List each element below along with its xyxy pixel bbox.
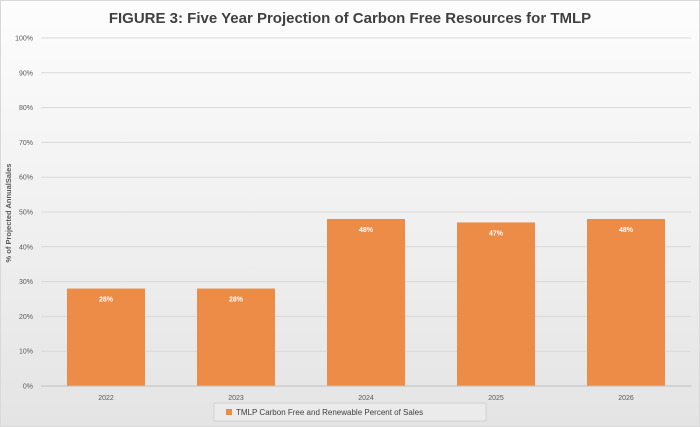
bar (327, 218, 405, 386)
x-tick-label: 2024 (358, 395, 374, 402)
legend-swatch (226, 409, 232, 415)
legend-label: TMLP Carbon Free and Renewable Percent o… (236, 408, 423, 417)
x-tick-label: 2025 (488, 395, 504, 402)
y-tick-label: 70% (19, 140, 33, 147)
y-axis-ticks: 0% 10% 20% 30% 40% 50% 60% 70% 80% 90% 100% (15, 36, 33, 391)
data-label: 28% (229, 297, 244, 304)
legend-box (213, 402, 487, 422)
x-tick-label: 2026 (618, 395, 634, 402)
bar (197, 288, 275, 386)
y-tick-label: 80% (19, 105, 33, 112)
y-tick-label: 50% (19, 210, 33, 217)
data-label: 48% (619, 227, 634, 234)
x-tick-label: 2022 (98, 395, 114, 402)
chart-title: FIGURE 3: Five Year Projection of Carbon… (109, 10, 591, 27)
bar (67, 288, 145, 386)
gridlines (41, 37, 691, 352)
y-axis-label: % of Projected AnnualSales (4, 164, 13, 263)
bar (587, 218, 665, 386)
bars (67, 218, 665, 386)
data-label: 28% (99, 297, 114, 304)
y-tick-label: 90% (19, 70, 33, 77)
data-label: 48% (359, 227, 374, 234)
legend: TMLP Carbon Free and Renewable Percent o… (213, 402, 487, 422)
y-tick-label: 30% (19, 279, 33, 286)
data-label: 47% (489, 230, 504, 237)
y-tick-label: 20% (19, 314, 33, 321)
y-tick-label: 40% (19, 244, 33, 251)
x-axis-ticks: 2022 2023 2024 2025 2026 (98, 395, 634, 402)
y-tick-label: 100% (15, 36, 33, 43)
data-labels: 28% 28% 48% 47% 48% (99, 227, 634, 304)
bar (457, 222, 535, 386)
y-tick-label: 10% (19, 349, 33, 356)
x-tick-label: 2023 (228, 395, 244, 402)
y-tick-label: 0% (23, 384, 33, 391)
y-tick-label: 60% (19, 175, 33, 182)
